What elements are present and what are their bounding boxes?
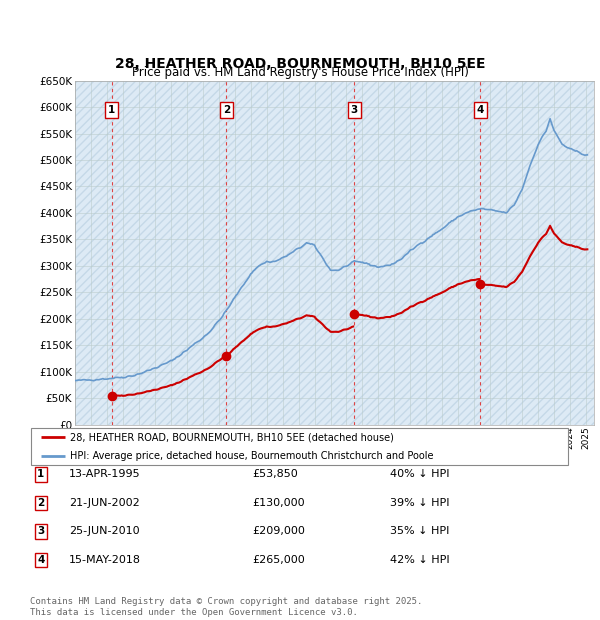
Text: 21-JUN-2002: 21-JUN-2002 (69, 498, 140, 508)
Text: 42% ↓ HPI: 42% ↓ HPI (390, 555, 449, 565)
Text: 4: 4 (37, 555, 44, 565)
Text: 35% ↓ HPI: 35% ↓ HPI (390, 526, 449, 536)
Text: £53,850: £53,850 (252, 469, 298, 479)
Text: 3: 3 (350, 105, 358, 115)
Text: 2: 2 (37, 498, 44, 508)
Text: 1: 1 (37, 469, 44, 479)
Text: HPI: Average price, detached house, Bournemouth Christchurch and Poole: HPI: Average price, detached house, Bour… (71, 451, 434, 461)
Text: Price paid vs. HM Land Registry's House Price Index (HPI): Price paid vs. HM Land Registry's House … (131, 66, 469, 79)
FancyBboxPatch shape (31, 428, 568, 465)
Text: 28, HEATHER ROAD, BOURNEMOUTH, BH10 5EE (detached house): 28, HEATHER ROAD, BOURNEMOUTH, BH10 5EE … (71, 432, 394, 442)
Text: 15-MAY-2018: 15-MAY-2018 (69, 555, 141, 565)
Text: 3: 3 (37, 526, 44, 536)
Text: 4: 4 (476, 105, 484, 115)
Text: £209,000: £209,000 (252, 526, 305, 536)
Text: 13-APR-1995: 13-APR-1995 (69, 469, 140, 479)
Text: 25-JUN-2010: 25-JUN-2010 (69, 526, 140, 536)
Text: 1: 1 (108, 105, 115, 115)
Text: 28, HEATHER ROAD, BOURNEMOUTH, BH10 5EE: 28, HEATHER ROAD, BOURNEMOUTH, BH10 5EE (115, 56, 485, 71)
Text: £130,000: £130,000 (252, 498, 305, 508)
Text: Contains HM Land Registry data © Crown copyright and database right 2025.
This d: Contains HM Land Registry data © Crown c… (30, 598, 422, 617)
Text: 2: 2 (223, 105, 230, 115)
Text: 39% ↓ HPI: 39% ↓ HPI (390, 498, 449, 508)
Text: £265,000: £265,000 (252, 555, 305, 565)
Text: 40% ↓ HPI: 40% ↓ HPI (390, 469, 449, 479)
